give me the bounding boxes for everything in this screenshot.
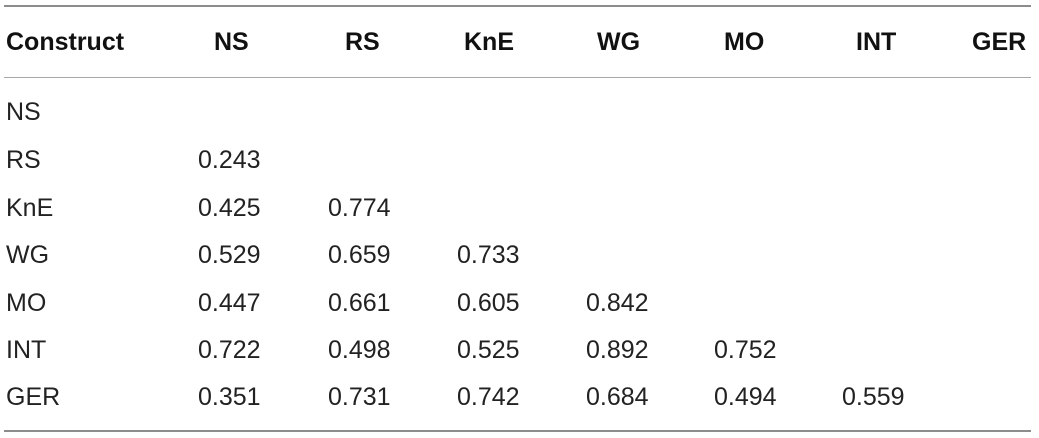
table-cell: 0.731 bbox=[328, 383, 391, 411]
table-top-rule bbox=[4, 5, 1031, 7]
row-label: WG bbox=[6, 241, 50, 269]
table-cell: 0.733 bbox=[457, 241, 520, 269]
row-label: MO bbox=[6, 289, 47, 317]
table-row: WG 0.529 0.659 0.733 bbox=[0, 235, 1039, 275]
row-label: NS bbox=[6, 98, 41, 126]
table-cell: 0.425 bbox=[198, 194, 261, 222]
table-cell: 0.742 bbox=[457, 383, 520, 411]
table-cell: 0.659 bbox=[328, 241, 391, 269]
header-int: INT bbox=[856, 28, 897, 56]
table-row: INT 0.722 0.498 0.525 0.892 0.752 bbox=[0, 330, 1039, 370]
table-cell: 0.752 bbox=[714, 336, 777, 364]
table-cell: 0.892 bbox=[586, 336, 649, 364]
table-cell: 0.661 bbox=[328, 289, 391, 317]
table-bottom-rule bbox=[4, 430, 1031, 432]
table-cell: 0.351 bbox=[198, 383, 261, 411]
header-rs: RS bbox=[345, 28, 380, 56]
table-cell: 0.559 bbox=[842, 383, 905, 411]
table-cell: 0.494 bbox=[714, 383, 777, 411]
row-label: KnE bbox=[6, 194, 54, 222]
table-row: KnE 0.425 0.774 bbox=[0, 188, 1039, 228]
row-label: GER bbox=[6, 383, 61, 411]
table-cell: 0.243 bbox=[198, 146, 261, 174]
table-row: GER 0.351 0.731 0.742 0.684 0.494 0.559 bbox=[0, 377, 1039, 417]
table-cell: 0.842 bbox=[586, 289, 649, 317]
header-ns: NS bbox=[214, 28, 249, 56]
table-row: NS bbox=[0, 92, 1039, 132]
row-label: RS bbox=[6, 146, 41, 174]
table-cell: 0.774 bbox=[328, 194, 391, 222]
header-ger: GER bbox=[972, 28, 1027, 56]
header-mo: MO bbox=[724, 28, 765, 56]
header-construct: Construct bbox=[6, 28, 125, 56]
table-cell: 0.525 bbox=[457, 336, 520, 364]
table-cell: 0.684 bbox=[586, 383, 649, 411]
table-row: RS 0.243 bbox=[0, 140, 1039, 180]
table-cell: 0.498 bbox=[328, 336, 391, 364]
table-header-row: Construct NS RS KnE WG MO INT GER bbox=[0, 22, 1039, 62]
table-row: MO 0.447 0.661 0.605 0.842 bbox=[0, 283, 1039, 323]
table-header-rule bbox=[4, 77, 1031, 78]
header-kne: KnE bbox=[464, 28, 514, 56]
table-cell: 0.447 bbox=[198, 289, 261, 317]
table-cell: 0.529 bbox=[198, 241, 261, 269]
table-cell: 0.605 bbox=[457, 289, 520, 317]
header-wg: WG bbox=[597, 28, 641, 56]
row-label: INT bbox=[6, 336, 47, 364]
table-cell: 0.722 bbox=[198, 336, 261, 364]
